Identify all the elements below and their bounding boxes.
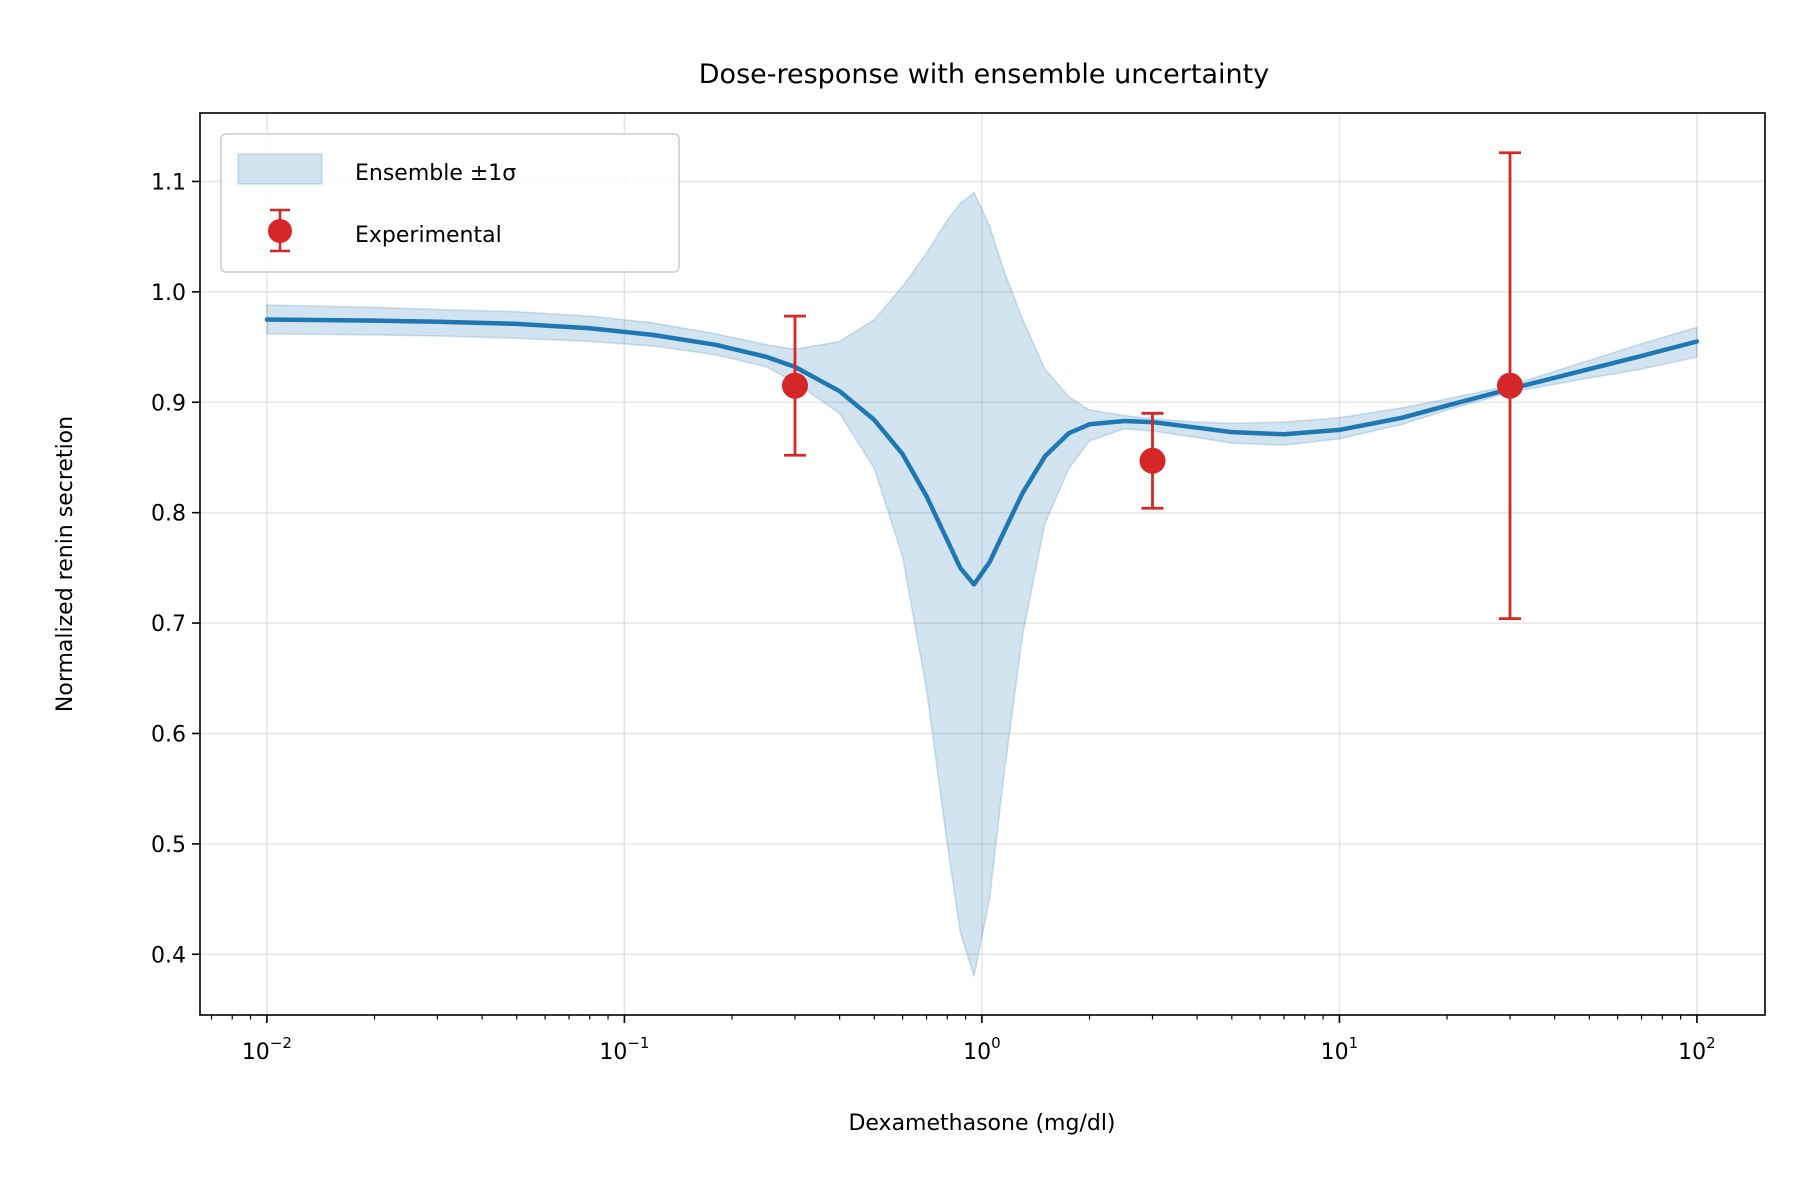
y-tick-label: 0.7 [151, 612, 186, 637]
legend-errorbar-swatch [268, 208, 292, 253]
ensemble-band [266, 191, 1698, 977]
data-marker [781, 372, 808, 399]
data-marker [1139, 447, 1166, 474]
data-marker [1497, 372, 1524, 399]
y-tick-label: 1.0 [151, 281, 186, 306]
y-tick-label: 0.8 [151, 502, 186, 527]
y-tick-label: 0.6 [151, 722, 186, 747]
x-tick-label: 10−1 [599, 1034, 649, 1065]
chart-title: Dose-response with ensemble uncertainty [699, 59, 1269, 90]
y-tick-label: 1.1 [151, 170, 186, 195]
legend-band-label: Ensemble ±1σ [355, 161, 516, 186]
y-axis-label: Normalized renin secretion [53, 416, 78, 712]
x-axis-ticks: 10−2 10−1 100 101 102 [210, 1015, 1716, 1065]
y-tick-label: 0.4 [151, 943, 186, 968]
x-axis-label: Dexamethasone (mg/dl) [848, 1111, 1115, 1136]
mean-line [264, 317, 1700, 587]
experimental-layer [781, 151, 1524, 621]
legend-box [220, 133, 680, 273]
experimental-point [1497, 151, 1524, 621]
y-axis-ticks: 0.4 0.5 0.6 0.7 0.8 0.9 1.0 1.1 [151, 170, 200, 968]
x-tick-label: 10−2 [242, 1034, 292, 1065]
x-tick-label: 100 [963, 1034, 1001, 1065]
ensemble-band-layer [266, 191, 1698, 977]
y-tick-label: 0.9 [151, 391, 186, 416]
experimental-point [1139, 411, 1166, 510]
experimental-point [781, 314, 808, 457]
mean-line-layer [264, 317, 1700, 587]
x-tick-label: 102 [1678, 1034, 1716, 1065]
x-tick-label: 101 [1321, 1034, 1359, 1065]
legend: Ensemble ±1σ Experimental [220, 133, 680, 273]
legend-band-swatch [237, 153, 323, 185]
y-tick-label: 0.5 [151, 833, 186, 858]
legend-experimental-label: Experimental [355, 223, 502, 248]
